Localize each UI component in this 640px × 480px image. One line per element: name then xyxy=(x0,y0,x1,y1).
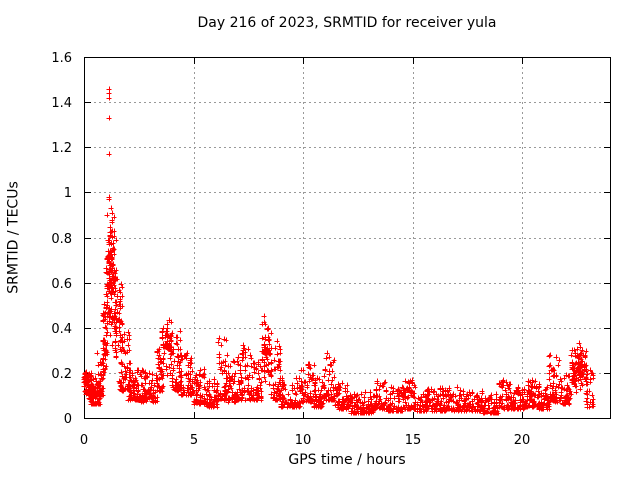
y-tick-label: 0 xyxy=(64,412,72,427)
y-tick-label: 1.2 xyxy=(51,141,72,156)
y-tick-label: 1.6 xyxy=(51,51,72,66)
y-tick-label: 0.6 xyxy=(51,277,72,292)
chart-title: Day 216 of 2023, SRMTID for receiver yul… xyxy=(197,15,497,31)
y-tick-label: 0.4 xyxy=(51,322,72,337)
gridlines xyxy=(84,57,610,418)
data-points xyxy=(81,86,596,416)
tick-labels: 0 5 10 15 20 0 0.2 0.4 0.6 0.8 1 1.2 1.4 1.6 xyxy=(51,51,530,448)
x-tick-label: 15 xyxy=(405,433,422,448)
y-tick-label: 1.4 xyxy=(51,96,72,111)
axes xyxy=(84,57,611,419)
x-tick-label: 0 xyxy=(80,433,88,448)
y-tick-label: 0.8 xyxy=(51,232,72,247)
x-tick-label: 10 xyxy=(295,433,312,448)
y-tick-label: 1 xyxy=(64,186,72,201)
x-axis-label: GPS time / hours xyxy=(288,452,406,468)
plot-frame xyxy=(84,57,611,419)
x-tick-label: 20 xyxy=(514,433,531,448)
x-tick-label: 5 xyxy=(190,433,198,448)
y-tick-label: 0.2 xyxy=(51,367,72,382)
y-axis-label: SRMTID / TECUs xyxy=(5,181,22,294)
